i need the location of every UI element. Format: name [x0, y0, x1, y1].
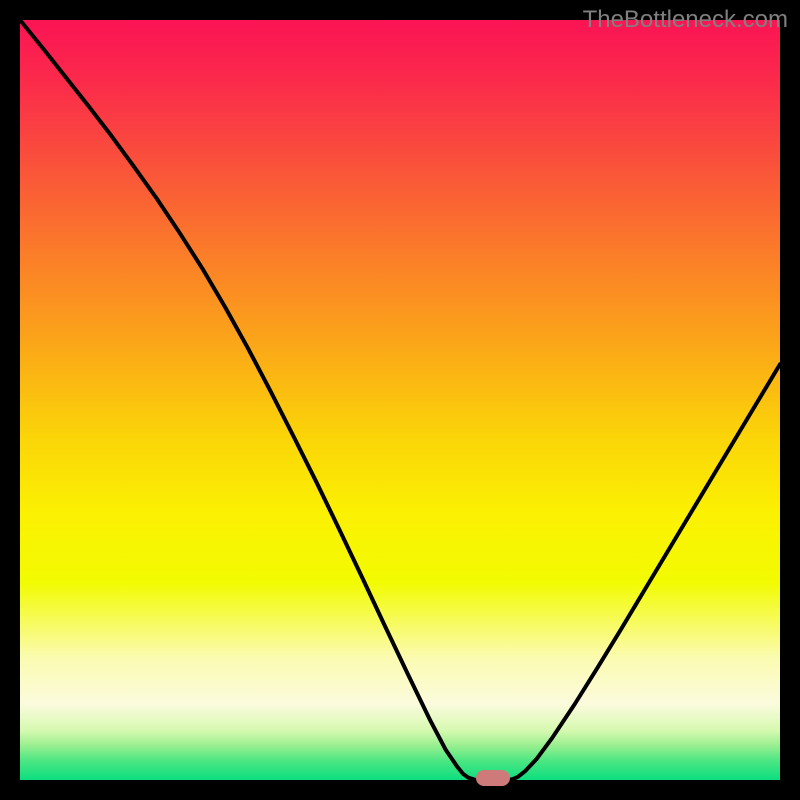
watermark: TheBottleneck.com	[583, 6, 788, 34]
plot-svg	[20, 20, 780, 780]
plot-area	[20, 20, 780, 780]
optimum-marker	[476, 770, 510, 786]
watermark-text: TheBottleneck.com	[583, 6, 788, 33]
gradient-background	[20, 20, 780, 780]
